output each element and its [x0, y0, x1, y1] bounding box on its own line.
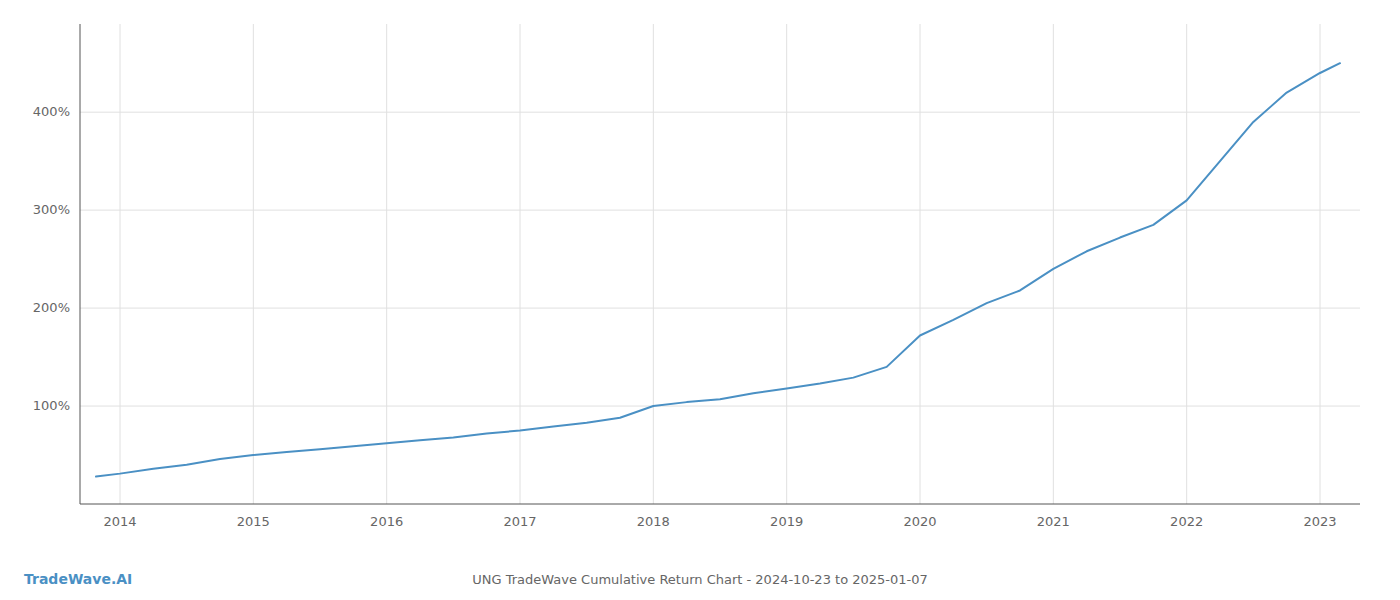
x-grid-line [1053, 24, 1054, 504]
tick-labels: 100% 200% 300% 400% 2014 2015 2016 2017 2018 2019… [33, 104, 1337, 529]
return-line [96, 63, 1340, 476]
x-grid-line [1186, 24, 1187, 504]
x-tick-label: 2015 [237, 514, 270, 529]
y-grid-line [80, 308, 1360, 309]
y-grid-line [80, 210, 1360, 211]
x-grid-line [386, 24, 387, 504]
x-tick-label: 2019 [770, 514, 803, 529]
plot-area [96, 63, 1340, 476]
x-tick-label: 2020 [903, 514, 936, 529]
chart: 100% 200% 300% 400% 2014 2015 2016 2017 2018 2019… [0, 0, 1400, 600]
x-grid-line [120, 24, 121, 504]
background [0, 0, 1400, 600]
x-tick-label: 2022 [1170, 514, 1203, 529]
x-grid-line [786, 24, 787, 504]
x-tick-label: 2018 [637, 514, 670, 529]
y-tick-label: 300% [33, 202, 70, 217]
x-tick-label: 2021 [1037, 514, 1070, 529]
y-tick-label: 100% [33, 398, 70, 413]
x-tick-label: 2023 [1303, 514, 1336, 529]
chart-container: 100% 200% 300% 400% 2014 2015 2016 2017 2018 2019… [0, 0, 1400, 600]
x-tick-label: 2014 [103, 514, 136, 529]
x-grid-line [1320, 24, 1321, 504]
y-grid-line [80, 406, 1360, 407]
title: UNG TradeWave Cumulative Return Chart - … [472, 572, 928, 587]
y-grid-line [80, 112, 1360, 113]
watermark: TradeWave.AI [24, 571, 132, 587]
x-grid-line [253, 24, 254, 504]
x-grid-line [920, 24, 921, 504]
y-axis-line [80, 24, 81, 504]
grid [80, 24, 1360, 504]
x-tick-label: 2016 [370, 514, 403, 529]
x-grid-line [520, 24, 521, 504]
y-tick-label: 400% [33, 104, 70, 119]
y-tick-label: 200% [33, 300, 70, 315]
x-grid-line [653, 24, 654, 504]
x-axis-line [80, 504, 1360, 505]
x-tick-label: 2017 [503, 514, 536, 529]
